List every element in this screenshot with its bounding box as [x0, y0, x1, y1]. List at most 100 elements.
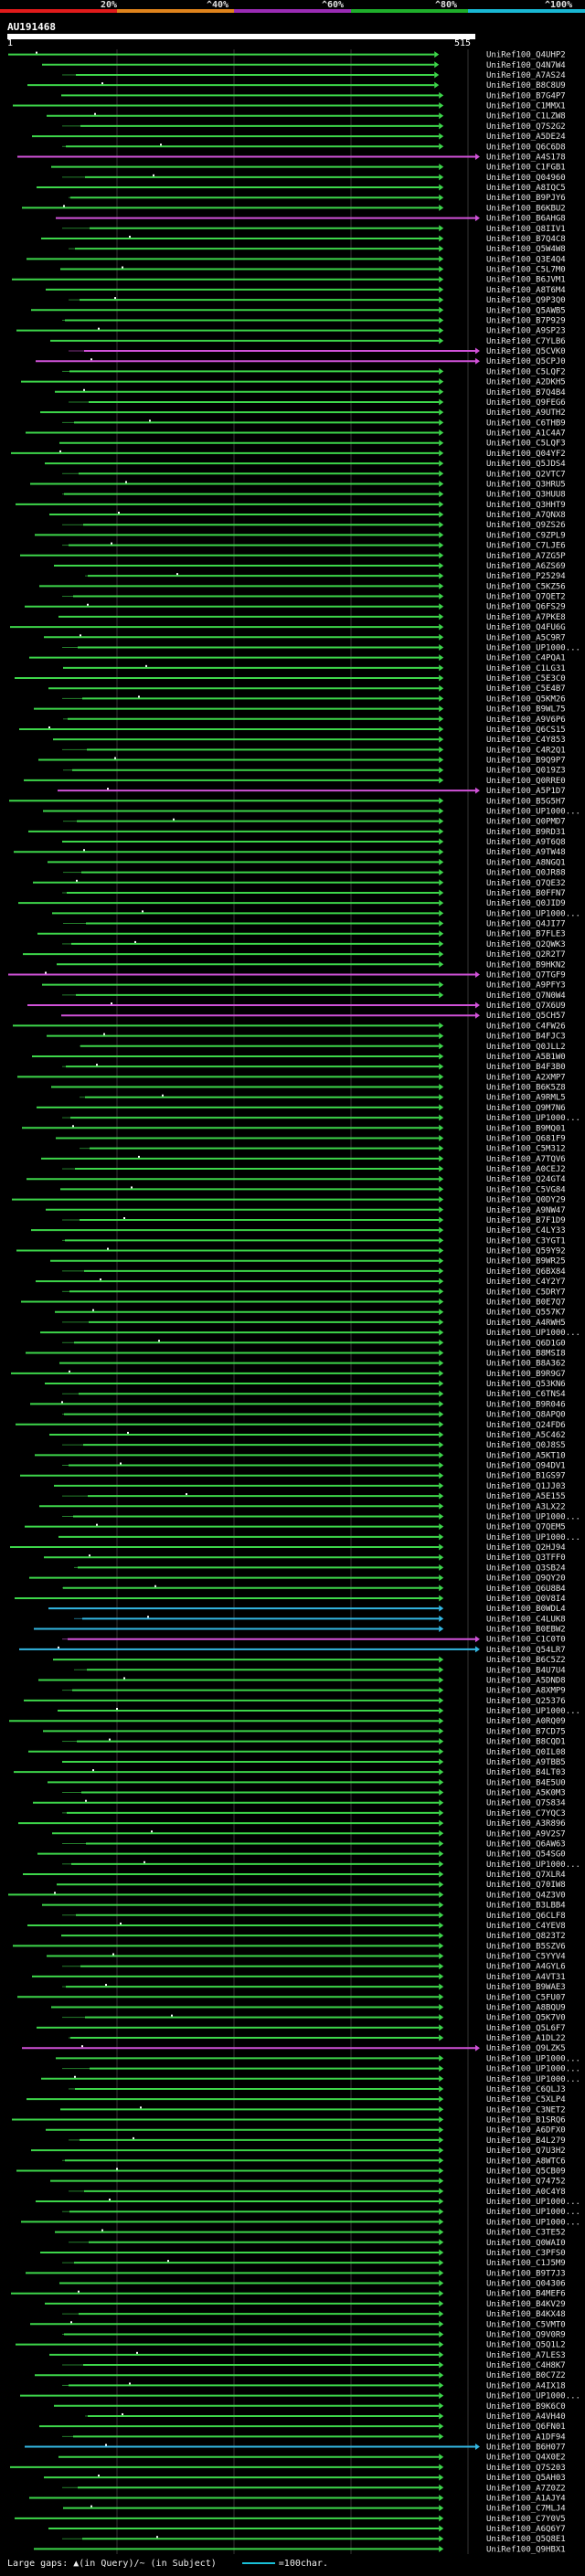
hit-row[interactable]: UniRef100_UP1000...: [62, 2065, 580, 2074]
hit-row[interactable]: UniRef100_Q0V8I4: [14, 1595, 566, 1604]
hit-row[interactable]: UniRef100_A8T6M4: [45, 286, 566, 295]
hit-id-label[interactable]: UniRef100_Q2R2T7: [486, 950, 566, 959]
hit-id-label[interactable]: UniRef100_UP1000...: [486, 1533, 580, 1542]
hit-id-label[interactable]: UniRef100_C1LG31: [486, 664, 566, 673]
hit-row[interactable]: UniRef100_A4RWH5: [62, 1319, 566, 1328]
hit-id-label[interactable]: UniRef100_B0FFN7: [486, 889, 566, 898]
hit-row[interactable]: UniRef100_Q9V0R9: [62, 2330, 566, 2339]
hit-id-label[interactable]: UniRef100_C5YYV4: [486, 1953, 566, 1962]
hit-id-label[interactable]: UniRef100_Q4Z3V0: [486, 1891, 566, 1900]
hit-row[interactable]: UniRef100_Q5AH03: [43, 2474, 566, 2483]
hit-row[interactable]: UniRef100_Q5K7V0: [62, 2014, 566, 2023]
hit-row[interactable]: UniRef100_A8WTC6: [62, 2157, 566, 2166]
hit-id-label[interactable]: UniRef100_A5C9R7: [486, 633, 566, 642]
hit-id-label[interactable]: UniRef100_Q04960: [486, 174, 566, 183]
hit-id-label[interactable]: UniRef100_Q7X6U9: [486, 1002, 566, 1011]
hit-id-label[interactable]: UniRef100_A9PFY3: [486, 981, 566, 991]
hit-row[interactable]: UniRef100_Q1JJ03: [53, 1482, 566, 1491]
hit-id-label[interactable]: UniRef100_C3PFS0: [486, 2249, 566, 2258]
hit-row[interactable]: UniRef100_Q4Z3V0: [7, 1891, 566, 1900]
hit-id-label[interactable]: UniRef100_A4GYL6: [486, 1963, 566, 1972]
hit-id-label[interactable]: UniRef100_Q9ZS26: [486, 521, 566, 530]
hit-id-label[interactable]: UniRef100_A2XMP7: [486, 1073, 566, 1082]
hit-id-label[interactable]: UniRef100_Q0JLL2: [486, 1043, 566, 1052]
hit-id-label[interactable]: UniRef100_B7FLE3: [486, 930, 566, 939]
hit-id-label[interactable]: UniRef100_Q823T2: [486, 1932, 566, 1941]
hit-id-label[interactable]: UniRef100_Q24FD6: [486, 1421, 566, 1430]
hit-id-label[interactable]: UniRef100_A9UTH2: [486, 408, 566, 418]
hit-id-label[interactable]: UniRef100_Q4N7W4: [486, 61, 566, 70]
hit-row[interactable]: UniRef100_A9V6P6: [62, 716, 566, 725]
hit-id-label[interactable]: UniRef100_Q5JDS4: [486, 460, 566, 469]
hit-id-label[interactable]: UniRef100_B6JVM1: [486, 276, 566, 285]
hit-id-label[interactable]: UniRef100_C7YQC3: [486, 1809, 566, 1818]
hit-row[interactable]: UniRef100_B6JVM1: [11, 276, 566, 285]
hit-row[interactable]: UniRef100_UP1000...: [57, 1707, 580, 1716]
hit-id-label[interactable]: UniRef100_A5P1D7: [486, 787, 566, 796]
hit-row[interactable]: UniRef100_Q04306: [58, 2280, 566, 2289]
hit-row[interactable]: UniRef100_A7PKE8: [58, 613, 566, 622]
hit-row[interactable]: UniRef100_A7LES3: [48, 2351, 566, 2360]
hit-row[interactable]: UniRef100_A8BQU9: [50, 2003, 566, 2012]
hit-id-label[interactable]: UniRef100_B9PJY6: [486, 194, 566, 203]
hit-id-label[interactable]: UniRef100_C5M312: [486, 1145, 566, 1154]
hit-row[interactable]: UniRef100_Q0DY29: [11, 1196, 566, 1205]
hit-id-label[interactable]: UniRef100_C1FGB1: [486, 164, 566, 173]
hit-row[interactable]: UniRef100_B0WDL4: [48, 1605, 566, 1614]
hit-row[interactable]: UniRef100_B7Q4C8: [40, 235, 566, 244]
hit-row[interactable]: UniRef100_A5E155: [62, 1492, 566, 1501]
hit-id-label[interactable]: UniRef100_Q7N0W4: [486, 991, 566, 1001]
hit-row[interactable]: UniRef100_C5DRY7: [62, 1288, 566, 1297]
hit-id-label[interactable]: UniRef100_A8XMP9: [486, 1687, 566, 1696]
hit-id-label[interactable]: UniRef100_C5E4B7: [486, 684, 566, 694]
hit-id-label[interactable]: UniRef100_Q3HHT9: [486, 501, 566, 510]
hit-row[interactable]: UniRef100_Q24GT4: [26, 1175, 566, 1184]
hit-row[interactable]: UniRef100_C3YGT1: [62, 1236, 566, 1246]
hit-id-label[interactable]: UniRef100_P25294: [486, 572, 566, 581]
hit-id-label[interactable]: UniRef100_B6H077: [486, 2443, 566, 2453]
hit-row[interactable]: UniRef100_A5P1D7: [57, 787, 566, 796]
hit-id-label[interactable]: UniRef100_Q019Z3: [486, 767, 566, 776]
hit-row[interactable]: UniRef100_Q3HHT9: [15, 501, 566, 510]
hit-row[interactable]: UniRef100_C4FW26: [12, 1022, 566, 1031]
hit-row[interactable]: UniRef100_B4F3B0: [62, 1063, 566, 1072]
hit-row[interactable]: UniRef100_Q9ZS26: [62, 521, 566, 530]
hit-row[interactable]: UniRef100_B9WAE3: [62, 1983, 566, 1992]
hit-row[interactable]: UniRef100_B7G4P7: [60, 91, 566, 101]
hit-row[interactable]: UniRef100_A5C462: [48, 1431, 566, 1440]
hit-row[interactable]: UniRef100_B9WL75: [33, 705, 566, 715]
hit-id-label[interactable]: UniRef100_Q4UHP2: [486, 51, 566, 60]
hit-id-label[interactable]: UniRef100_C7LJE6: [486, 542, 566, 551]
hit-row[interactable]: UniRef100_B9WR25: [49, 1257, 566, 1267]
hit-id-label[interactable]: UniRef100_C1MMX1: [486, 102, 566, 111]
hit-row[interactable]: UniRef100_Q5W4W8: [68, 245, 566, 254]
hit-id-label[interactable]: UniRef100_B4F3B0: [486, 1063, 566, 1072]
hit-row[interactable]: UniRef100_Q0RRE0: [23, 777, 566, 786]
hit-id-label[interactable]: UniRef100_Q4X0E2: [486, 2454, 566, 2463]
hit-id-label[interactable]: UniRef100_A7LES3: [486, 2351, 566, 2360]
hit-row[interactable]: UniRef100_Q4N7W4: [41, 61, 566, 70]
hit-row[interactable]: UniRef100_UP1000...: [62, 643, 580, 652]
hit-row[interactable]: UniRef100_B4LT03: [13, 1768, 566, 1777]
hit-row[interactable]: UniRef100_Q53KN6: [44, 1380, 566, 1389]
hit-row[interactable]: UniRef100_B0FFN7: [62, 889, 566, 898]
hit-id-label[interactable]: UniRef100_Q3TFF0: [486, 1553, 566, 1563]
hit-row[interactable]: UniRef100_A9TW48: [13, 848, 566, 857]
hit-id-label[interactable]: UniRef100_UP1000...: [486, 1114, 580, 1123]
hit-id-label[interactable]: UniRef100_Q5W4W8: [486, 245, 566, 254]
hit-row[interactable]: UniRef100_Q5CH57: [60, 1012, 566, 1021]
hit-id-label[interactable]: UniRef100_B8CQD1: [486, 1738, 566, 1747]
hit-row[interactable]: UniRef100_Q74752: [49, 2178, 566, 2187]
hit-row[interactable]: UniRef100_Q4X0E2: [58, 2454, 566, 2463]
hit-row[interactable]: UniRef100_C6QLJ3: [68, 2085, 566, 2094]
hit-id-label[interactable]: UniRef100_C7Y0V5: [486, 2515, 566, 2524]
hit-row[interactable]: UniRef100_B1GS97: [19, 1472, 566, 1481]
hit-row[interactable]: UniRef100_Q6CLF8: [62, 1912, 566, 1921]
hit-row[interactable]: UniRef100_B8CQD1: [62, 1738, 566, 1747]
hit-id-label[interactable]: UniRef100_Q681F9: [486, 1134, 566, 1143]
hit-id-label[interactable]: UniRef100_A7ZG5P: [486, 552, 566, 561]
hit-row[interactable]: UniRef100_C4LUK8: [73, 1615, 566, 1624]
hit-row[interactable]: UniRef100_B4FJC3: [46, 1033, 566, 1042]
hit-id-label[interactable]: UniRef100_B0E7Q7: [486, 1299, 566, 1308]
hit-id-label[interactable]: UniRef100_C5KZ56: [486, 582, 566, 591]
